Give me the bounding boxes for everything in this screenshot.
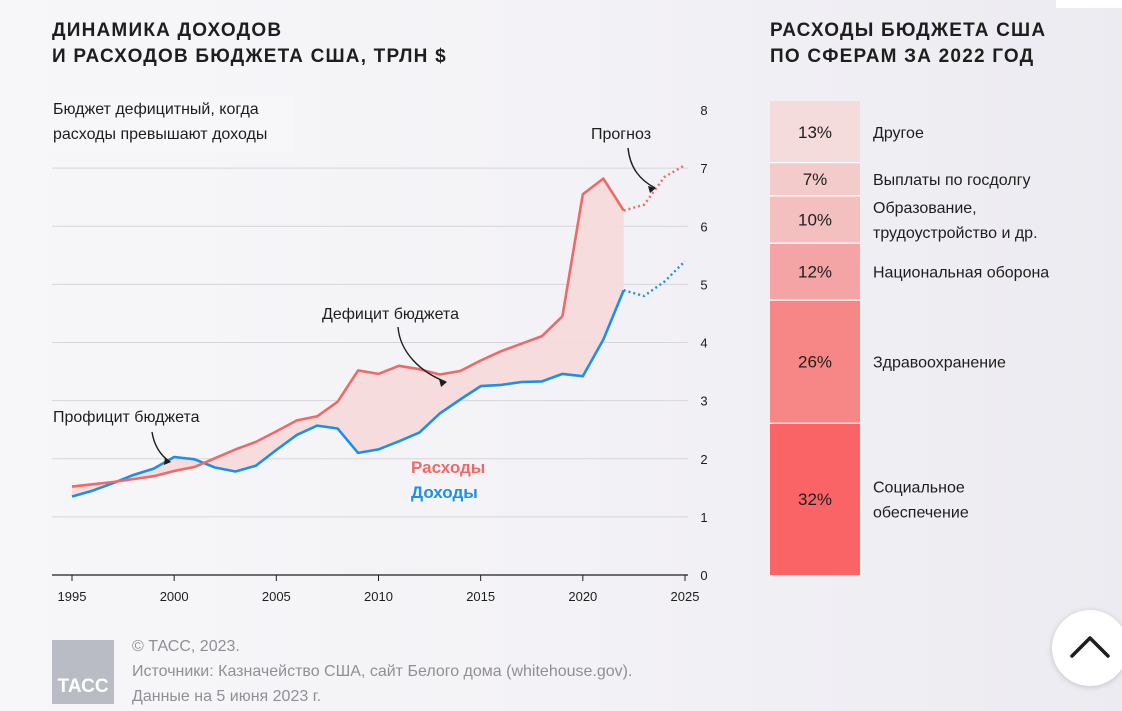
deficit-note-line-2: расходы превышают доходы	[53, 126, 267, 143]
y-tick-label-7: 7	[700, 161, 707, 176]
y-tick-label-3: 3	[700, 394, 707, 409]
segment-6-label-line-2: обеспечение	[873, 505, 969, 522]
x-tick-label-2005: 2005	[262, 589, 291, 604]
segment-1-bar	[770, 101, 860, 163]
x-tick-label-2000: 2000	[160, 589, 189, 604]
segment-3-bar	[770, 195, 860, 244]
segment-5-value: 26%	[798, 353, 832, 372]
segment-6-bar	[770, 423, 860, 575]
expenditures-forecast-line	[623, 164, 686, 212]
footer-date-note: Данные на 5 июня 2023 г.	[132, 688, 322, 705]
surplus-label: Профицит бюджета	[53, 409, 200, 426]
segment-2-bar	[770, 162, 860, 196]
segment-6-label-line-1: Социальное	[873, 480, 965, 497]
left-chart-title: ДИНАМИКА ДОХОДОВ И РАСХОДОВ БЮДЖЕТА США, …	[52, 18, 447, 70]
y-tick-label-8: 8	[700, 103, 707, 118]
forecast-arrowhead	[648, 186, 656, 193]
footer-sources: Источники: Казначейство США, сайт Белого…	[132, 663, 633, 680]
tass-logo: ТАСС	[52, 640, 114, 704]
revenues-forecast-line	[623, 260, 686, 298]
segment-2-value: 7%	[803, 170, 828, 189]
deficit-note-background	[48, 96, 293, 152]
x-tick-label-2025: 2025	[671, 589, 700, 604]
y-tick-label-0: 0	[700, 568, 707, 583]
forecast-arrow	[627, 147, 656, 189]
x-tick-label-2015: 2015	[466, 589, 495, 604]
deficit-arrowhead	[439, 379, 447, 387]
surplus-arrowhead	[164, 457, 171, 465]
left-chart-title-line-1: ДИНАМИКА ДОХОДОВ	[52, 20, 283, 41]
segment-3-value: 10%	[798, 211, 832, 230]
y-tick-label-4: 4	[700, 336, 707, 351]
segment-5-bar	[770, 300, 860, 424]
y-tick-label-5: 5	[700, 277, 707, 292]
scroll-to-top-button[interactable]	[1052, 610, 1122, 686]
x-tick-label-2020: 2020	[568, 589, 597, 604]
chevron-up-icon	[1070, 636, 1110, 658]
tass-logo-text: ТАСС	[57, 676, 109, 697]
deficit-area	[72, 178, 624, 497]
forecast-label: Прогноз	[591, 126, 651, 143]
deficit-label: Дефицит бюджета	[322, 306, 459, 323]
right-chart-title: РАСХОДЫ БЮДЖЕТА США ПО СФЕРАМ ЗА 2022 ГОД	[770, 18, 1046, 70]
x-tick-label-1995: 1995	[58, 589, 87, 604]
segment-4-label-line-1: Национальная оборона	[873, 265, 1049, 282]
right-chart-title-line-2: ПО СФЕРАМ ЗА 2022 ГОД	[770, 46, 1035, 67]
segment-2-label-line-1: Выплаты по госдолгу	[873, 172, 1030, 189]
segment-4-value: 12%	[798, 263, 832, 282]
y-tick-label-6: 6	[700, 219, 707, 234]
deficit-note-line-1: Бюджет дефицитный, когда	[53, 101, 259, 118]
right-chart-title-line-1: РАСХОДЫ БЮДЖЕТА США	[770, 20, 1047, 41]
segment-1-value: 13%	[798, 123, 832, 142]
surplus-arrow	[151, 431, 171, 463]
y-tick-label-1: 1	[700, 510, 707, 525]
x-tick-label-2010: 2010	[364, 589, 393, 604]
segment-6-value: 32%	[798, 490, 832, 509]
revenues-line	[71, 289, 625, 498]
y-tick-label-2: 2	[700, 452, 707, 467]
segment-3-label-line-2: трудоустройство и др.	[873, 225, 1038, 242]
segment-4-bar	[770, 243, 860, 301]
expenditures-line	[71, 177, 625, 488]
segment-3-label-line-1: Образование,	[873, 200, 977, 217]
deficit-arrow	[397, 326, 447, 383]
footer-copyright: © ТАСС, 2023.	[132, 638, 240, 655]
top-tab	[1056, 0, 1122, 8]
legend-expenditures: Расходы	[411, 458, 485, 477]
legend-revenues: Доходы	[411, 483, 478, 502]
left-chart-title-line-2: И РАСХОДОВ БЮДЖЕТА США, ТРЛН $	[52, 46, 447, 67]
segment-1-label-line-1: Другое	[873, 125, 924, 142]
segment-5-label-line-1: Здравоохранение	[873, 355, 1006, 372]
